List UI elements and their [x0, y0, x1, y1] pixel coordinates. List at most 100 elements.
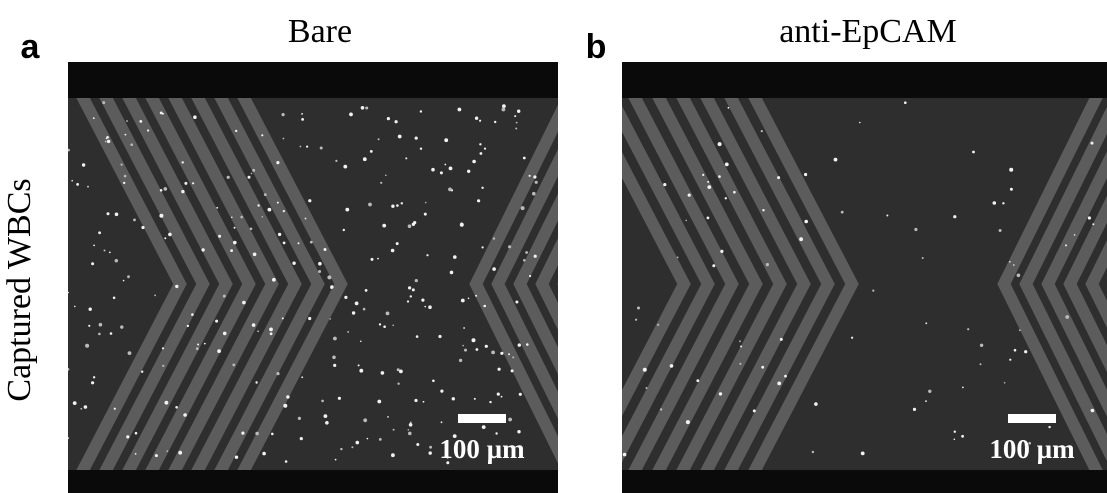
cell	[718, 392, 723, 396]
cell	[409, 421, 412, 424]
cell	[1009, 167, 1014, 172]
cell	[642, 367, 647, 372]
cell	[345, 207, 350, 212]
cell	[998, 229, 1002, 232]
cell	[203, 342, 206, 345]
cell	[159, 111, 163, 115]
cell	[327, 275, 332, 280]
cell	[961, 434, 964, 438]
cell	[439, 171, 443, 175]
cell	[354, 301, 359, 306]
channel-stripe	[237, 98, 348, 470]
cell	[408, 286, 412, 290]
cell	[429, 445, 432, 449]
cell	[286, 395, 290, 399]
cell	[622, 452, 627, 457]
cell	[1048, 425, 1051, 429]
cell	[123, 174, 127, 178]
cell	[712, 264, 716, 268]
cell	[269, 332, 273, 336]
cell	[925, 400, 927, 402]
cell	[502, 104, 506, 108]
cell	[181, 189, 185, 194]
cell	[1028, 441, 1031, 445]
cell	[396, 204, 399, 207]
cell	[277, 232, 282, 237]
cell	[702, 173, 705, 176]
cell	[912, 407, 917, 411]
cell	[992, 201, 997, 205]
cell	[297, 416, 301, 420]
cell	[799, 237, 803, 242]
cell	[422, 400, 425, 403]
cell	[508, 353, 510, 356]
cell	[126, 120, 128, 122]
cell	[394, 120, 398, 124]
cell	[520, 206, 525, 211]
cell	[301, 118, 304, 121]
cell	[282, 137, 285, 140]
cell	[663, 183, 667, 187]
cell	[400, 202, 403, 205]
cell	[463, 327, 465, 329]
cell	[154, 454, 158, 458]
channel-stripe	[628, 98, 739, 470]
cell	[233, 240, 237, 245]
channel-stripe	[76, 98, 187, 470]
cell	[88, 324, 91, 327]
cell	[380, 181, 383, 184]
cell	[471, 338, 476, 343]
cell	[523, 259, 526, 262]
cell	[123, 181, 126, 185]
cell	[308, 316, 312, 321]
channel-stripe	[700, 98, 811, 470]
cell	[385, 311, 390, 316]
cell	[533, 254, 537, 258]
cell	[777, 381, 782, 386]
cell	[360, 340, 362, 343]
cell	[378, 438, 382, 441]
cell	[739, 340, 741, 343]
cell	[446, 456, 449, 459]
cell	[106, 136, 109, 139]
cell	[407, 429, 410, 431]
cell	[413, 221, 417, 225]
cell	[261, 134, 264, 137]
cell	[164, 400, 169, 405]
cell	[407, 224, 412, 228]
cell	[494, 120, 497, 124]
cell	[392, 324, 395, 327]
cell	[784, 374, 787, 378]
cell	[257, 204, 260, 207]
cell	[762, 209, 765, 212]
channel-stripe	[214, 98, 325, 470]
cell	[159, 213, 164, 218]
cell	[1090, 409, 1093, 412]
cell	[68, 291, 69, 294]
cell	[424, 305, 427, 308]
cell	[481, 246, 484, 249]
cell	[448, 166, 453, 171]
cell	[859, 121, 861, 124]
cell	[102, 101, 106, 105]
cell	[380, 371, 385, 375]
cell	[483, 305, 486, 308]
cell	[92, 376, 96, 379]
cell	[522, 156, 526, 160]
cell	[365, 106, 369, 110]
cell	[739, 362, 742, 365]
cell	[914, 227, 918, 232]
cell	[282, 210, 285, 213]
cell	[281, 317, 284, 320]
cell	[483, 147, 487, 150]
cell	[242, 300, 246, 305]
cell	[416, 443, 420, 446]
cell	[126, 435, 130, 439]
cell	[491, 350, 495, 355]
cell	[804, 219, 808, 224]
cell	[133, 218, 136, 222]
cell	[526, 343, 529, 346]
cell	[414, 279, 418, 283]
cell	[191, 313, 194, 316]
cell	[330, 285, 334, 289]
